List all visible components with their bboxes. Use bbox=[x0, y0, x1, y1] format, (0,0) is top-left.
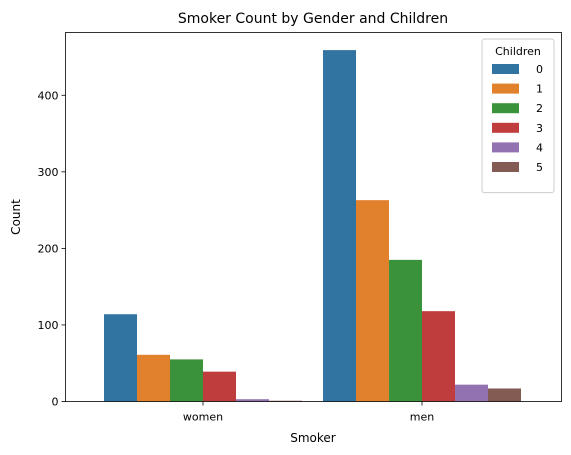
legend-label-5: 5 bbox=[536, 161, 543, 174]
bar-women-children-3 bbox=[203, 371, 236, 402]
bar-men-children-1 bbox=[356, 200, 389, 402]
bar-men-children-2 bbox=[389, 259, 422, 402]
y-tick-label: 200 bbox=[38, 242, 59, 255]
x-tick-label-men: men bbox=[410, 411, 434, 424]
legend-label-1: 1 bbox=[536, 83, 543, 96]
bar-women-children-4 bbox=[236, 399, 269, 402]
legend: Children 0 1 2 3 4 5 bbox=[481, 38, 555, 194]
legend-label-3: 3 bbox=[536, 122, 543, 135]
x-axis-label: Smoker bbox=[290, 431, 336, 445]
y-tick-label: 100 bbox=[38, 319, 59, 332]
legend-swatch-3 bbox=[492, 122, 519, 133]
bar-men-children-5 bbox=[488, 388, 521, 402]
x-axis: women men bbox=[183, 401, 434, 424]
legend-label-4: 4 bbox=[536, 141, 543, 154]
y-axis-label: Count bbox=[9, 199, 23, 235]
bar-men-children-4 bbox=[455, 384, 488, 402]
bar-women-children-1 bbox=[137, 354, 170, 402]
legend-swatch-1 bbox=[492, 83, 519, 94]
legend-box bbox=[481, 38, 555, 194]
legend-swatch-5 bbox=[492, 162, 519, 172]
bar-women-children-0 bbox=[104, 314, 137, 402]
legend-swatch-2 bbox=[492, 103, 519, 114]
legend-title: Children bbox=[495, 45, 541, 58]
y-tick-label: 300 bbox=[38, 166, 59, 179]
x-tick-label-women: women bbox=[183, 411, 223, 424]
y-tick-label: 0 bbox=[52, 396, 59, 409]
legend-label-2: 2 bbox=[536, 102, 543, 115]
bars-group bbox=[104, 50, 521, 402]
legend-label-0: 0 bbox=[536, 63, 543, 76]
y-tick-label: 400 bbox=[38, 89, 59, 102]
plot-frame bbox=[65, 32, 562, 402]
y-axis: 0 100 200 300 400 bbox=[38, 89, 66, 409]
bar-men-children-3 bbox=[422, 311, 455, 402]
legend-swatch-4 bbox=[492, 142, 519, 153]
chart-title: Smoker Count by Gender and Children bbox=[178, 11, 448, 27]
bar-men-children-0 bbox=[323, 50, 356, 402]
legend-swatch-0 bbox=[492, 64, 519, 74]
bar-women-children-2 bbox=[170, 359, 203, 402]
